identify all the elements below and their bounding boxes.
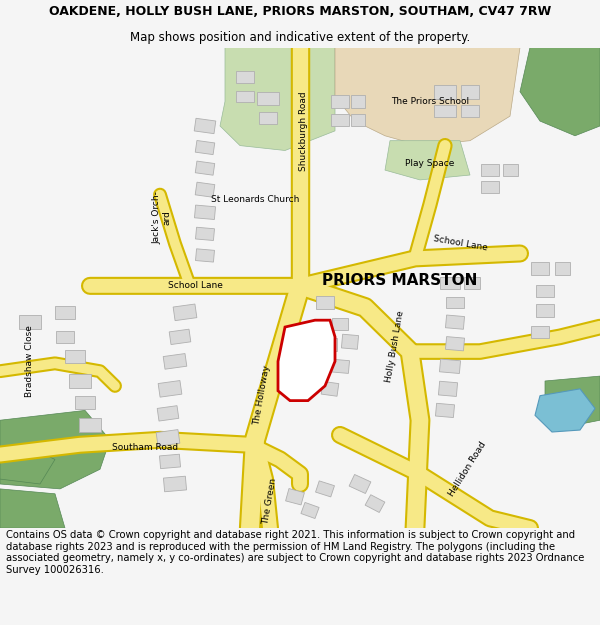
Bar: [158, 381, 182, 397]
Bar: [536, 285, 554, 297]
Text: The Holloway: The Holloway: [252, 365, 272, 426]
Bar: [461, 85, 479, 99]
Text: Play Space: Play Space: [406, 159, 455, 168]
Text: Bradshaw Close: Bradshaw Close: [25, 326, 35, 398]
Polygon shape: [220, 48, 335, 151]
Bar: [316, 296, 334, 309]
Bar: [365, 495, 385, 512]
Polygon shape: [0, 448, 55, 484]
Polygon shape: [0, 489, 65, 528]
Bar: [531, 262, 549, 274]
Text: Map shows position and indicative extent of the property.: Map shows position and indicative extent…: [130, 31, 470, 44]
Bar: [316, 481, 334, 497]
Bar: [445, 337, 464, 351]
Bar: [536, 304, 554, 317]
Bar: [531, 326, 549, 338]
Polygon shape: [335, 48, 520, 146]
Bar: [194, 205, 215, 219]
Bar: [321, 381, 339, 396]
Bar: [257, 92, 279, 106]
Polygon shape: [520, 48, 600, 136]
Bar: [481, 181, 499, 192]
Bar: [79, 418, 101, 432]
Text: OAKDENE, HOLLY BUSH LANE, PRIORS MARSTON, SOUTHAM, CV47 7RW: OAKDENE, HOLLY BUSH LANE, PRIORS MARSTON…: [49, 6, 551, 18]
Bar: [157, 406, 179, 421]
Bar: [436, 403, 455, 418]
Bar: [196, 228, 214, 241]
Polygon shape: [535, 389, 595, 432]
Bar: [195, 161, 215, 175]
Bar: [341, 334, 359, 349]
Polygon shape: [278, 320, 335, 401]
Bar: [196, 249, 214, 262]
Bar: [445, 315, 464, 329]
Bar: [169, 329, 191, 344]
Bar: [65, 350, 85, 363]
Bar: [156, 429, 180, 446]
Bar: [69, 374, 91, 388]
Bar: [195, 182, 215, 198]
Bar: [440, 276, 460, 289]
Bar: [286, 489, 304, 505]
Bar: [434, 85, 456, 99]
Bar: [55, 306, 75, 319]
Text: Contains OS data © Crown copyright and database right 2021. This information is : Contains OS data © Crown copyright and d…: [6, 530, 584, 575]
Text: PRIORS MARSTON: PRIORS MARSTON: [322, 274, 478, 289]
Bar: [75, 396, 95, 409]
Polygon shape: [0, 411, 110, 489]
Bar: [163, 354, 187, 369]
Text: Jack's Orch-
ard: Jack's Orch- ard: [152, 191, 172, 244]
Text: School Lane: School Lane: [432, 234, 488, 253]
Text: Shuckburgh Road: Shuckburgh Road: [299, 91, 308, 171]
Bar: [301, 503, 319, 519]
Bar: [236, 91, 254, 103]
Bar: [319, 338, 337, 351]
Text: The Priors School: The Priors School: [391, 97, 469, 106]
Bar: [349, 474, 371, 494]
Bar: [331, 94, 349, 108]
Text: The Green: The Green: [262, 478, 278, 526]
Bar: [56, 331, 74, 342]
Text: Hellidon Road: Hellidon Road: [448, 440, 488, 498]
Bar: [195, 141, 215, 154]
Bar: [194, 118, 216, 134]
Bar: [351, 114, 365, 126]
Bar: [461, 106, 479, 117]
Bar: [331, 114, 349, 126]
Bar: [351, 94, 365, 108]
Bar: [446, 297, 464, 308]
Bar: [173, 304, 197, 321]
Bar: [19, 315, 41, 329]
Bar: [464, 276, 480, 289]
Bar: [439, 359, 461, 374]
Polygon shape: [385, 141, 470, 180]
Bar: [434, 106, 456, 117]
Bar: [160, 454, 181, 469]
Bar: [481, 164, 499, 176]
Bar: [236, 71, 254, 83]
Text: School Lane: School Lane: [167, 281, 223, 291]
Text: St Leonards Church: St Leonards Church: [211, 195, 299, 204]
Bar: [332, 318, 348, 331]
Bar: [163, 476, 187, 492]
Text: Southam Road: Southam Road: [112, 443, 178, 452]
Bar: [331, 359, 350, 373]
Text: Holly Bush Lane: Holly Bush Lane: [384, 310, 406, 383]
Bar: [503, 164, 517, 176]
Bar: [554, 262, 569, 274]
Bar: [439, 381, 458, 396]
Polygon shape: [545, 376, 600, 425]
Bar: [259, 112, 277, 124]
